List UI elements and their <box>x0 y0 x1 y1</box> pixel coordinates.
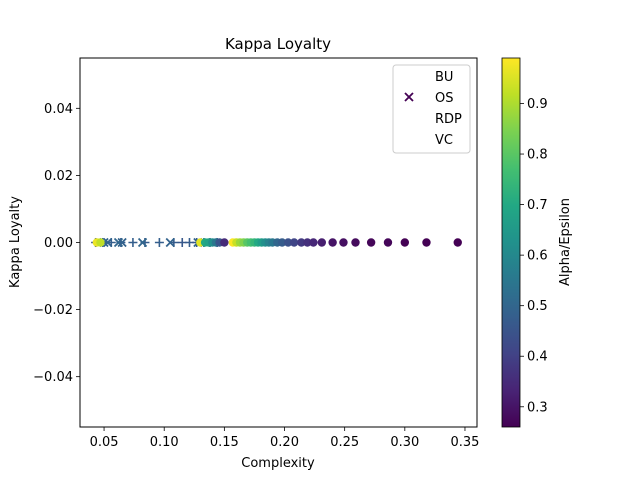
data-point <box>103 237 113 248</box>
x-axis: 0.05 0.10 0.15 0.20 0.25 0.30 0.35 <box>90 427 479 450</box>
data-point <box>303 238 312 247</box>
data-point <box>297 238 306 247</box>
y-tick-label: −0.02 <box>33 303 73 318</box>
data-point <box>422 238 431 247</box>
legend-entry: OS <box>435 91 453 106</box>
colorbar-tick-label: 0.3 <box>527 400 548 415</box>
x-tick-label: 0.35 <box>450 435 479 450</box>
data-point <box>400 238 410 247</box>
x-tick-label: 0.25 <box>330 435 359 450</box>
data-point <box>453 238 462 247</box>
legend-marker-os <box>404 92 414 102</box>
x-tick-label: 0.30 <box>390 435 419 450</box>
y-axis: −0.04 −0.02 0.00 0.02 0.04 <box>33 102 80 385</box>
colorbar-ticks: 0.3 0.4 0.5 0.6 0.7 0.8 0.9 <box>520 97 548 415</box>
data-point <box>317 238 327 247</box>
data-point <box>339 238 348 247</box>
legend-entry: BU <box>435 70 453 85</box>
colorbar-tick-label: 0.4 <box>527 350 548 365</box>
y-tick-label: 0.02 <box>44 169 73 184</box>
colorbar-tick-label: 0.9 <box>527 97 548 112</box>
data-point <box>309 238 318 247</box>
y-tick-label: 0.00 <box>44 236 73 251</box>
colorbar-tick-label: 0.7 <box>527 198 548 213</box>
data-point <box>351 238 360 247</box>
data-point <box>328 238 337 247</box>
legend-entry: RDP <box>435 112 462 127</box>
colorbar <box>501 57 521 428</box>
legend-entry: VC <box>435 133 453 148</box>
data-point <box>277 238 287 247</box>
data-point <box>289 238 299 247</box>
data-point <box>128 238 138 247</box>
data-point <box>137 237 148 248</box>
x-axis-label: Complexity <box>241 456 315 471</box>
y-tick-label: 0.04 <box>44 102 73 117</box>
x-tick-label: 0.20 <box>270 435 299 450</box>
data-point <box>283 238 293 247</box>
data-point <box>96 238 105 247</box>
x-tick-label: 0.10 <box>150 435 179 450</box>
data-point <box>113 237 124 248</box>
legend: BU OS RDP VC <box>392 64 471 154</box>
y-tick-label: −0.04 <box>33 370 73 385</box>
colorbar-tick-label: 0.5 <box>527 299 548 314</box>
data-point <box>154 238 164 247</box>
data-marks <box>91 237 462 248</box>
data-point <box>117 237 127 248</box>
data-point <box>220 238 229 247</box>
legend-box <box>392 64 471 154</box>
colorbar-tick-label: 0.8 <box>527 148 548 163</box>
colorbar-label: Alpha/Epsilon <box>558 198 573 286</box>
y-axis-label: Kappa Loyalty <box>8 196 23 288</box>
x-tick-label: 0.05 <box>90 435 119 450</box>
data-point <box>383 238 393 247</box>
x-tick-label: 0.15 <box>210 435 239 450</box>
data-point <box>165 237 175 248</box>
data-point <box>366 238 376 247</box>
chart-title: Kappa Loyalty <box>225 35 331 53</box>
colorbar-tick-label: 0.6 <box>527 249 548 264</box>
